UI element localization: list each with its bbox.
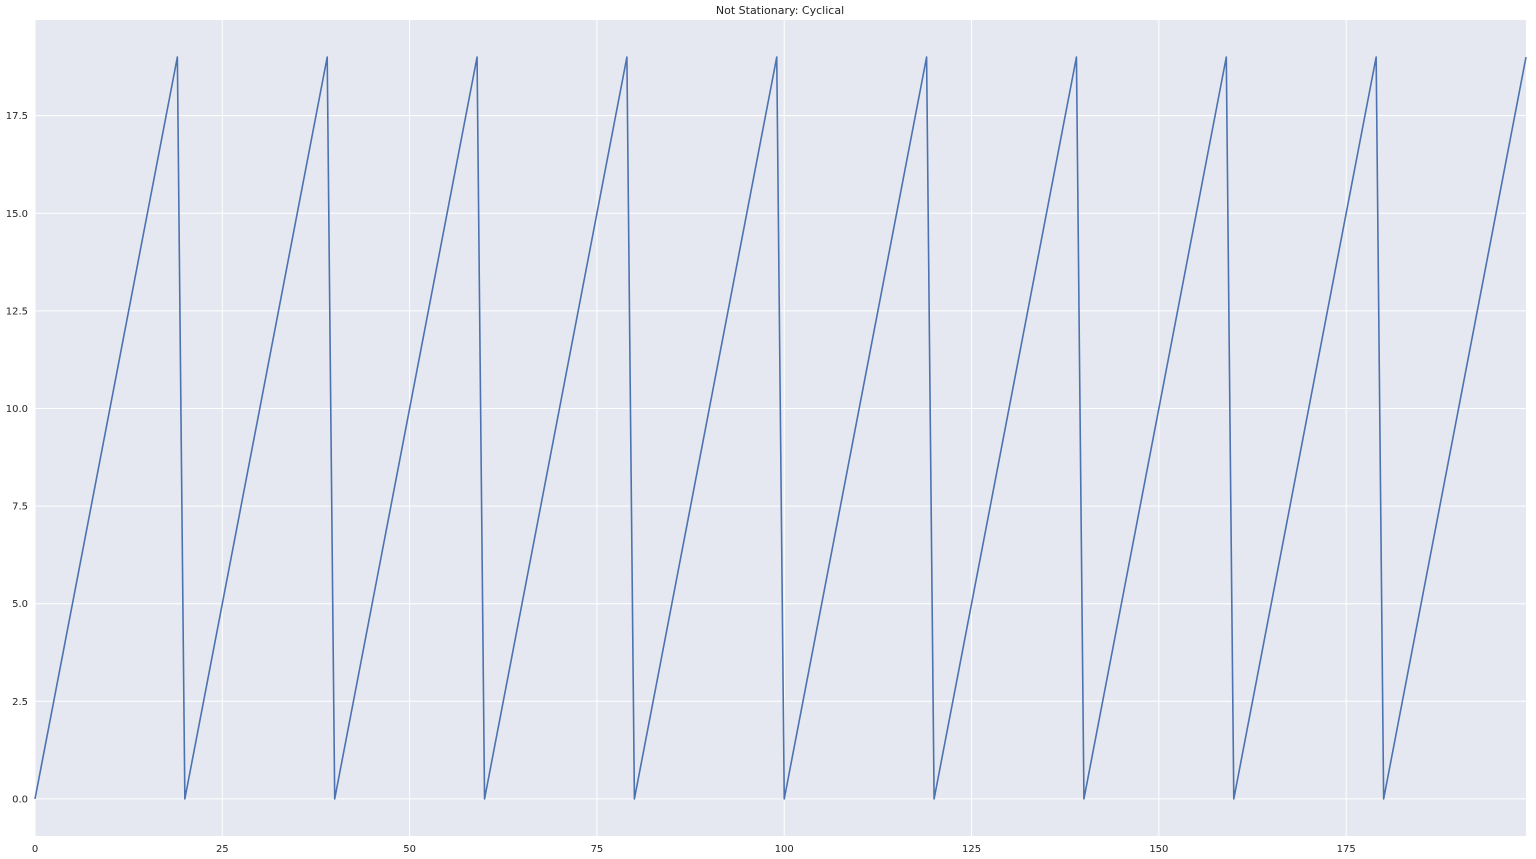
y-tick-label: 2.5	[12, 697, 28, 708]
y-gridlines	[35, 115, 1526, 800]
y-tick-label: 7.5	[12, 502, 28, 513]
y-tick-label: 12.5	[6, 306, 28, 317]
x-tick-label: 25	[216, 844, 229, 855]
y-tick-label: 17.5	[6, 111, 28, 122]
x-gridlines	[34, 20, 1347, 836]
x-tick-labels: 0 25 50 75 100 125 150 175	[32, 844, 1356, 855]
x-tick-label: 50	[403, 844, 416, 855]
y-tick-label: 10.0	[6, 404, 28, 415]
x-tick-label: 0	[32, 844, 38, 855]
y-tick-label: 0.0	[12, 794, 28, 805]
x-tick-label: 100	[775, 844, 794, 855]
x-tick-label: 175	[1337, 844, 1356, 855]
x-tick-label: 75	[591, 844, 604, 855]
series-line	[34, 56, 1527, 800]
x-tick-label: 150	[1149, 844, 1168, 855]
y-tick-labels: 0.0 2.5 5.0 7.5 10.0 12.5 15.0 17.5	[6, 111, 28, 805]
y-tick-label: 15.0	[6, 209, 28, 220]
chart-title: Not Stationary: Cyclical	[715, 4, 845, 17]
y-tick-label: 5.0	[12, 599, 28, 610]
x-tick-label: 125	[962, 844, 981, 855]
series-layer	[34, 56, 1527, 800]
